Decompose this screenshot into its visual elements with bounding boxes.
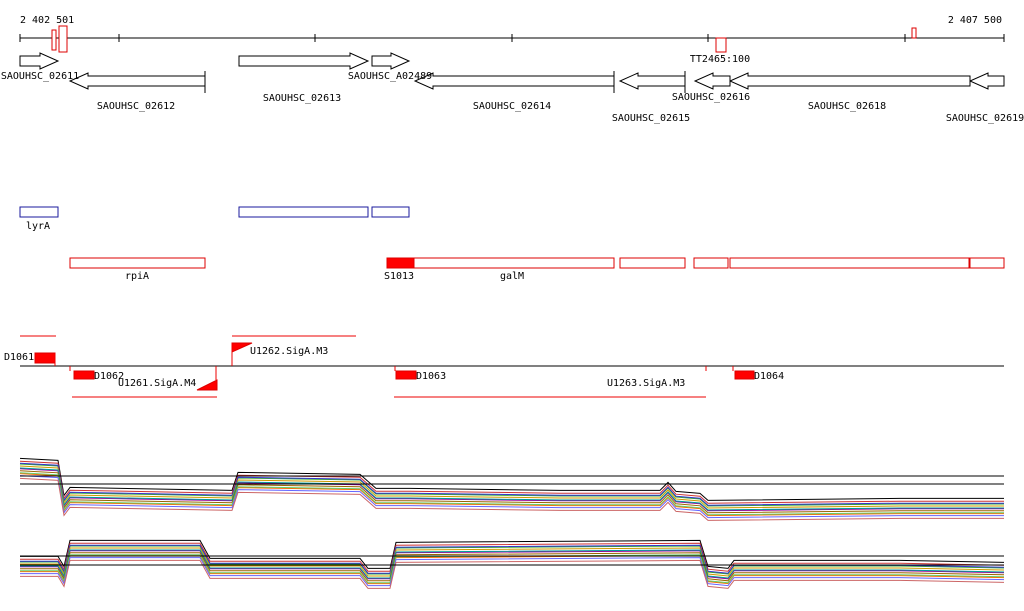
promoter-box [395,370,417,380]
red-feature [693,257,729,269]
gene-arrow [371,52,411,70]
feature-label: galM [500,271,524,282]
feature-label: S1013 [384,271,414,282]
expression-trace [20,554,1005,584]
gene-arrow [238,52,370,70]
promoter-label: D1064 [754,371,784,382]
red-feature [69,257,206,269]
gene-arrow [19,52,60,70]
terminator-mark [51,29,57,51]
promoter-tri [196,379,218,391]
gene-label: SAOUHSC_A02489 [348,71,432,82]
gene-arrow [413,72,615,90]
expression-trace [19,470,1004,514]
promoter-label: D1063 [416,371,446,382]
coord-start: 2 402 501 [20,15,74,26]
expression-trace [19,475,1004,519]
gene-label: SAOUHSC_02618 [808,101,886,112]
terminator-mark [911,27,917,39]
gene-arrow [618,72,686,90]
red-feature [969,257,1005,269]
expression-trace [20,559,1005,589]
gene-arrow [728,72,971,90]
blue-feature [371,206,410,218]
gene-label: SAOUHSC_02616 [672,92,750,103]
expression-trace [20,544,1005,574]
gene-label: SAOUHSC_02619 [946,113,1024,124]
gene-arrow [68,72,206,90]
expression-trace [20,549,1005,579]
terminator-label: TT2465:100 [690,54,750,65]
promoter-label: U1262.SigA.M3 [250,346,328,357]
gene-label: SAOUHSC_02613 [263,93,341,104]
expression-trace [20,539,1005,569]
blue-feature [238,206,369,218]
promoter-label: D1061 [4,352,34,363]
expression-trace [19,467,1004,511]
gene-label: SAOUHSC_02615 [612,113,690,124]
promoter-box [734,370,755,380]
promoter-label: U1261.SigA.M4 [118,378,196,389]
red-feature [386,257,615,269]
promoter-tri [231,342,253,353]
red-feature [729,257,970,269]
terminator-mark [58,25,68,53]
feature-label: lyrA [26,221,50,232]
gene-arrow [693,72,731,90]
gene-label: SAOUHSC_02614 [473,101,551,112]
expression-trace [19,457,1004,501]
gene-arrow [968,72,1005,90]
red-feature-fill [386,257,415,269]
promoter-box [73,370,95,380]
coord-end: 2 407 500 [948,15,1002,26]
promoter-label: U1263.SigA.M3 [607,378,685,389]
gene-label: SAOUHSC_02611 [1,71,79,82]
blue-feature [19,206,59,218]
expression-trace [20,557,1005,587]
expression-trace [19,465,1004,509]
expression-trace [19,462,1004,506]
feature-label: rpiA [125,271,149,282]
red-feature [619,257,686,269]
expression-trace [19,477,1004,521]
promoter-label: D1062 [94,371,124,382]
expression-trace [19,460,1004,504]
gene-label: SAOUHSC_02612 [97,101,175,112]
promoter-box [34,352,56,364]
terminator-mark [715,37,727,53]
expression-trace [19,472,1004,516]
